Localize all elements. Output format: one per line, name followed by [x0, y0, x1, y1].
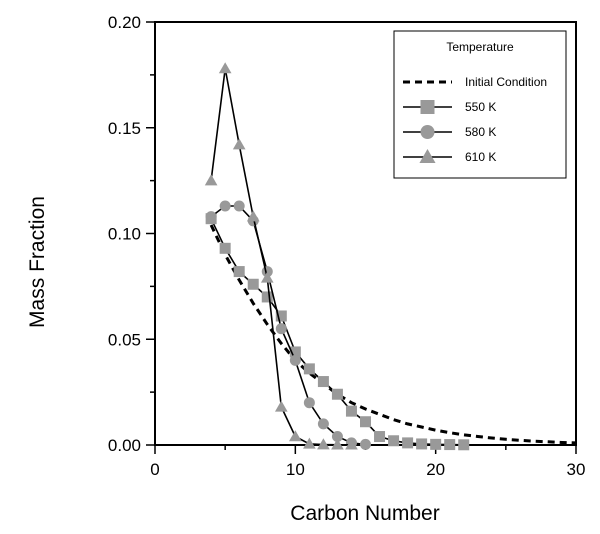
data-point: [345, 438, 358, 450]
data-point: [345, 405, 357, 417]
legend: Temperature Initial Condition 550 K 580 K 6…: [393, 30, 567, 179]
data-point: [303, 363, 315, 375]
legend-title: Temperature: [446, 40, 514, 54]
data-point: [232, 138, 246, 150]
data-point: [430, 438, 442, 450]
data-point: [275, 310, 287, 322]
data-point: [233, 200, 245, 212]
data-point: [374, 431, 386, 443]
data-point: [233, 266, 245, 278]
legend-entry: 580 K: [403, 125, 496, 139]
data-point: [289, 354, 301, 366]
x-tick-label: 30: [567, 460, 586, 479]
data-point: [388, 435, 400, 447]
series-line: [210, 218, 464, 446]
data-point: [331, 431, 343, 443]
data-point: [289, 346, 301, 358]
x-tick-label: 20: [426, 460, 445, 479]
legend-label: 610 K: [465, 150, 496, 164]
data-point: [402, 437, 414, 449]
legend-entries: Initial Condition 550 K 580 K 610 K: [403, 75, 547, 164]
y-axis-label: Mass Fraction: [26, 196, 49, 328]
data-point: [444, 439, 456, 451]
data-point: [317, 376, 329, 388]
data-point: [331, 438, 344, 450]
data-point: [360, 416, 371, 428]
series-initial-condition: [209, 224, 577, 445]
data-point: [246, 210, 260, 222]
data-point: [458, 439, 470, 451]
x-tick-label: 10: [286, 460, 305, 479]
data-point: [261, 291, 273, 303]
data-point: [274, 400, 288, 412]
series-550-k: [205, 213, 470, 451]
data-point: [219, 200, 231, 212]
data-point: [317, 438, 330, 450]
y-tick-label: 0.20: [108, 13, 141, 32]
data-point: [317, 418, 329, 430]
legend-entry: Initial Condition: [403, 75, 547, 89]
legend-entry: 550 K: [403, 100, 496, 114]
series-580-k: [205, 200, 371, 450]
series-line: [210, 205, 366, 446]
data-point: [218, 62, 232, 74]
legend-label: Initial Condition: [465, 75, 547, 89]
data-point: [303, 437, 316, 449]
y-tick-label: 0.00: [108, 436, 141, 455]
data-point: [204, 174, 218, 186]
x-axis-label: Carbon Number: [290, 502, 439, 525]
y-tick-label: 0.15: [108, 119, 141, 138]
legend-entry: 610 K: [403, 148, 496, 164]
series-layer: [204, 62, 577, 451]
data-point: [205, 211, 217, 223]
series-610-k: [204, 62, 358, 450]
data-point: [289, 430, 302, 442]
data-point: [303, 397, 315, 409]
legend-marker: [419, 148, 436, 164]
data-point: [219, 242, 231, 254]
data-point: [416, 438, 428, 450]
data-point: [247, 278, 259, 290]
legend-label: 550 K: [465, 100, 496, 114]
legend-marker: [420, 125, 435, 139]
series-line: [209, 224, 577, 445]
legend-label: 580 K: [465, 125, 496, 139]
legend-marker: [420, 100, 435, 114]
y-tick-label: 0.05: [108, 330, 141, 349]
data-point: [275, 323, 287, 335]
y-tick-label: 0.10: [108, 225, 141, 244]
data-point: [360, 438, 371, 450]
data-point: [331, 388, 343, 400]
data-point: [260, 271, 274, 283]
x-tick-label: 0: [150, 460, 159, 479]
